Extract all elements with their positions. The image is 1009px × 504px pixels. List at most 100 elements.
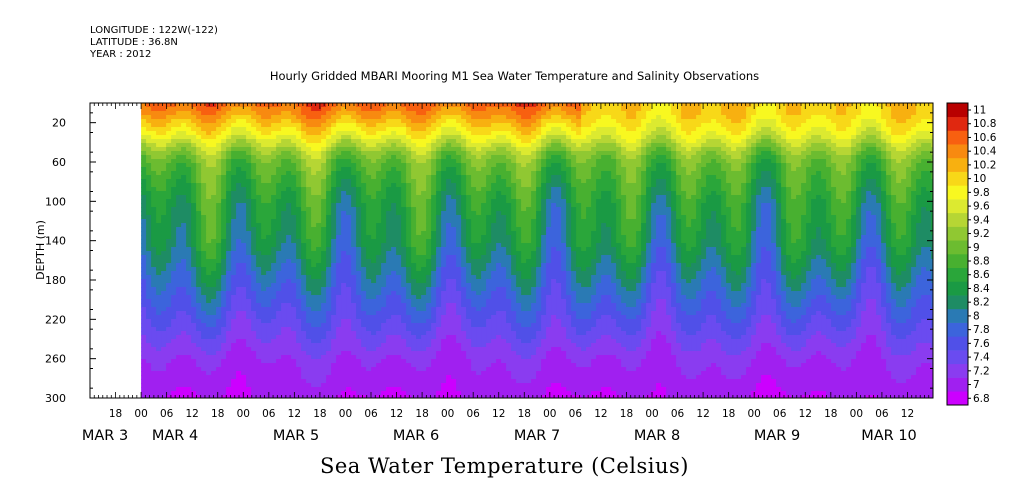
temperature-cell bbox=[256, 227, 262, 232]
temperature-cell bbox=[446, 311, 452, 316]
temperature-cell bbox=[401, 283, 407, 288]
temperature-cell bbox=[376, 231, 382, 236]
temperature-cell bbox=[466, 279, 472, 284]
temperature-cell bbox=[311, 291, 317, 296]
temperature-cell bbox=[226, 287, 232, 292]
temperature-cell bbox=[441, 287, 447, 292]
temperature-cell bbox=[196, 115, 202, 120]
temperature-cell bbox=[301, 375, 307, 380]
temperature-cell bbox=[216, 227, 222, 232]
temperature-cell bbox=[331, 203, 337, 208]
temperature-cell bbox=[446, 103, 452, 108]
temperature-cell bbox=[196, 315, 202, 320]
temperature-cell bbox=[466, 343, 472, 348]
temperature-cell bbox=[206, 175, 212, 180]
temperature-cell bbox=[311, 367, 317, 372]
temperature-cell bbox=[401, 347, 407, 352]
temperature-cell bbox=[201, 275, 207, 280]
temperature-cell bbox=[441, 319, 447, 324]
temperature-cell bbox=[161, 239, 167, 244]
temperature-cell bbox=[211, 319, 217, 324]
temperature-cell bbox=[231, 175, 237, 180]
temperature-cell bbox=[396, 347, 402, 352]
temperature-cell bbox=[206, 131, 212, 136]
temperature-cell bbox=[221, 111, 227, 116]
temperature-cell bbox=[341, 187, 347, 192]
temperature-cell bbox=[281, 147, 287, 152]
temperature-cell bbox=[401, 395, 407, 398]
temperature-cell bbox=[251, 303, 257, 308]
temperature-cell bbox=[246, 283, 252, 288]
temperature-cell bbox=[456, 107, 462, 112]
temperature-cell bbox=[436, 279, 442, 284]
temperature-cell bbox=[236, 327, 242, 332]
temperature-cell bbox=[161, 219, 167, 224]
temperature-cell bbox=[246, 103, 252, 108]
temperature-cell bbox=[456, 267, 462, 272]
temperature-cell bbox=[276, 355, 282, 360]
temperature-cell bbox=[431, 247, 437, 252]
temperature-cell bbox=[256, 339, 262, 344]
temperature-cell bbox=[306, 179, 312, 184]
temperature-cell bbox=[251, 243, 257, 248]
temperature-cell bbox=[446, 355, 452, 360]
temperature-cell bbox=[231, 279, 237, 284]
temperature-cell bbox=[376, 187, 382, 192]
temperature-cell bbox=[171, 359, 177, 364]
temperature-cell bbox=[276, 155, 282, 160]
temperature-cell bbox=[386, 211, 392, 216]
temperature-cell bbox=[406, 235, 412, 240]
temperature-cell bbox=[441, 219, 447, 224]
temperature-cell bbox=[356, 251, 362, 256]
temperature-cell bbox=[161, 243, 167, 248]
temperature-cell bbox=[461, 323, 467, 328]
temperature-cell bbox=[436, 291, 442, 296]
temperature-cell bbox=[226, 211, 232, 216]
temperature-cell bbox=[321, 195, 327, 200]
temperature-cell bbox=[476, 111, 482, 116]
temperature-cell bbox=[476, 175, 482, 180]
temperature-cell bbox=[196, 111, 202, 116]
temperature-cell bbox=[261, 127, 267, 132]
temperature-cell bbox=[141, 159, 147, 164]
temperature-cell bbox=[196, 347, 202, 352]
temperature-cell bbox=[421, 203, 427, 208]
temperature-cell bbox=[266, 131, 272, 136]
temperature-cell bbox=[396, 367, 402, 372]
temperature-cell bbox=[441, 195, 447, 200]
temperature-cell bbox=[231, 343, 237, 348]
temperature-cell bbox=[426, 311, 432, 316]
temperature-cell bbox=[301, 123, 307, 128]
temperature-cell bbox=[376, 199, 382, 204]
temperature-cell bbox=[406, 227, 412, 232]
temperature-cell bbox=[261, 327, 267, 332]
temperature-cell bbox=[451, 303, 457, 308]
temperature-cell bbox=[331, 163, 337, 168]
temperature-cell bbox=[206, 259, 212, 264]
temperature-cell bbox=[466, 359, 472, 364]
temperature-cell bbox=[451, 331, 457, 336]
temperature-cell bbox=[151, 183, 157, 188]
temperature-cell bbox=[196, 259, 202, 264]
temperature-cell bbox=[231, 271, 237, 276]
temperature-cell bbox=[181, 355, 187, 360]
temperature-cell bbox=[236, 127, 242, 132]
temperature-cell bbox=[436, 359, 442, 364]
temperature-cell bbox=[456, 367, 462, 372]
temperature-cell bbox=[306, 375, 312, 380]
temperature-cell bbox=[316, 387, 322, 392]
temperature-cell bbox=[336, 271, 342, 276]
temperature-cell bbox=[391, 319, 397, 324]
temperature-cell bbox=[386, 235, 392, 240]
temperature-cell bbox=[316, 327, 322, 332]
temperature-cell bbox=[241, 163, 247, 168]
temperature-cell bbox=[176, 163, 182, 168]
temperature-cell bbox=[471, 247, 477, 252]
temperature-cell bbox=[381, 367, 387, 372]
temperature-cell bbox=[431, 131, 437, 136]
temperature-cell bbox=[291, 195, 297, 200]
temperature-cell bbox=[256, 131, 262, 136]
temperature-cell bbox=[466, 135, 472, 140]
temperature-cell bbox=[201, 219, 207, 224]
temperature-cell bbox=[426, 275, 432, 280]
